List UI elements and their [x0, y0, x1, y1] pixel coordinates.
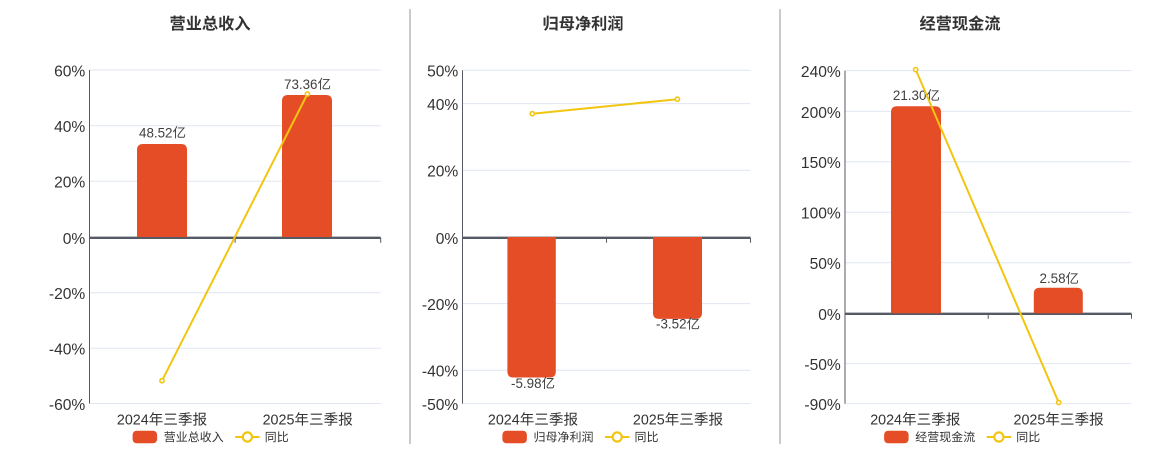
svg-text:0%: 0%: [436, 231, 459, 248]
svg-text:150%: 150%: [801, 155, 841, 172]
svg-text:-5.98: -5.98: [511, 376, 542, 391]
svg-text:-20%: -20%: [49, 286, 86, 303]
svg-text:2024: 2024: [870, 413, 902, 429]
svg-text:48.52: 48.52: [139, 125, 173, 140]
svg-text:-50%: -50%: [804, 357, 841, 374]
svg-text:-20%: -20%: [422, 297, 459, 314]
svg-text:2025: 2025: [1014, 413, 1046, 429]
svg-text:-40%: -40%: [422, 364, 459, 381]
svg-text:21.30: 21.30: [893, 88, 927, 103]
svg-text:0%: 0%: [818, 307, 841, 324]
svg-text:2025: 2025: [263, 413, 295, 429]
svg-text:2024: 2024: [117, 413, 149, 429]
svg-text:20%: 20%: [54, 175, 85, 192]
svg-text:200%: 200%: [801, 105, 841, 122]
svg-text:2.58: 2.58: [1040, 271, 1066, 286]
svg-text:40%: 40%: [427, 97, 458, 114]
svg-text:60%: 60%: [54, 63, 85, 80]
svg-text:240%: 240%: [801, 64, 841, 81]
svg-text:-3.52: -3.52: [656, 317, 687, 332]
svg-text:50%: 50%: [810, 256, 841, 273]
svg-text:100%: 100%: [801, 206, 841, 223]
svg-text:-50%: -50%: [422, 397, 459, 414]
svg-text:40%: 40%: [54, 119, 85, 136]
svg-text:2025: 2025: [633, 413, 665, 429]
svg-text:0%: 0%: [63, 231, 86, 248]
svg-text:50%: 50%: [427, 64, 458, 81]
svg-text:-60%: -60%: [49, 397, 86, 414]
svg-text:2024: 2024: [488, 413, 520, 429]
svg-text:20%: 20%: [427, 164, 458, 181]
svg-text:-90%: -90%: [804, 397, 841, 414]
svg-text:73.36: 73.36: [284, 77, 318, 92]
svg-text:-40%: -40%: [49, 342, 86, 359]
